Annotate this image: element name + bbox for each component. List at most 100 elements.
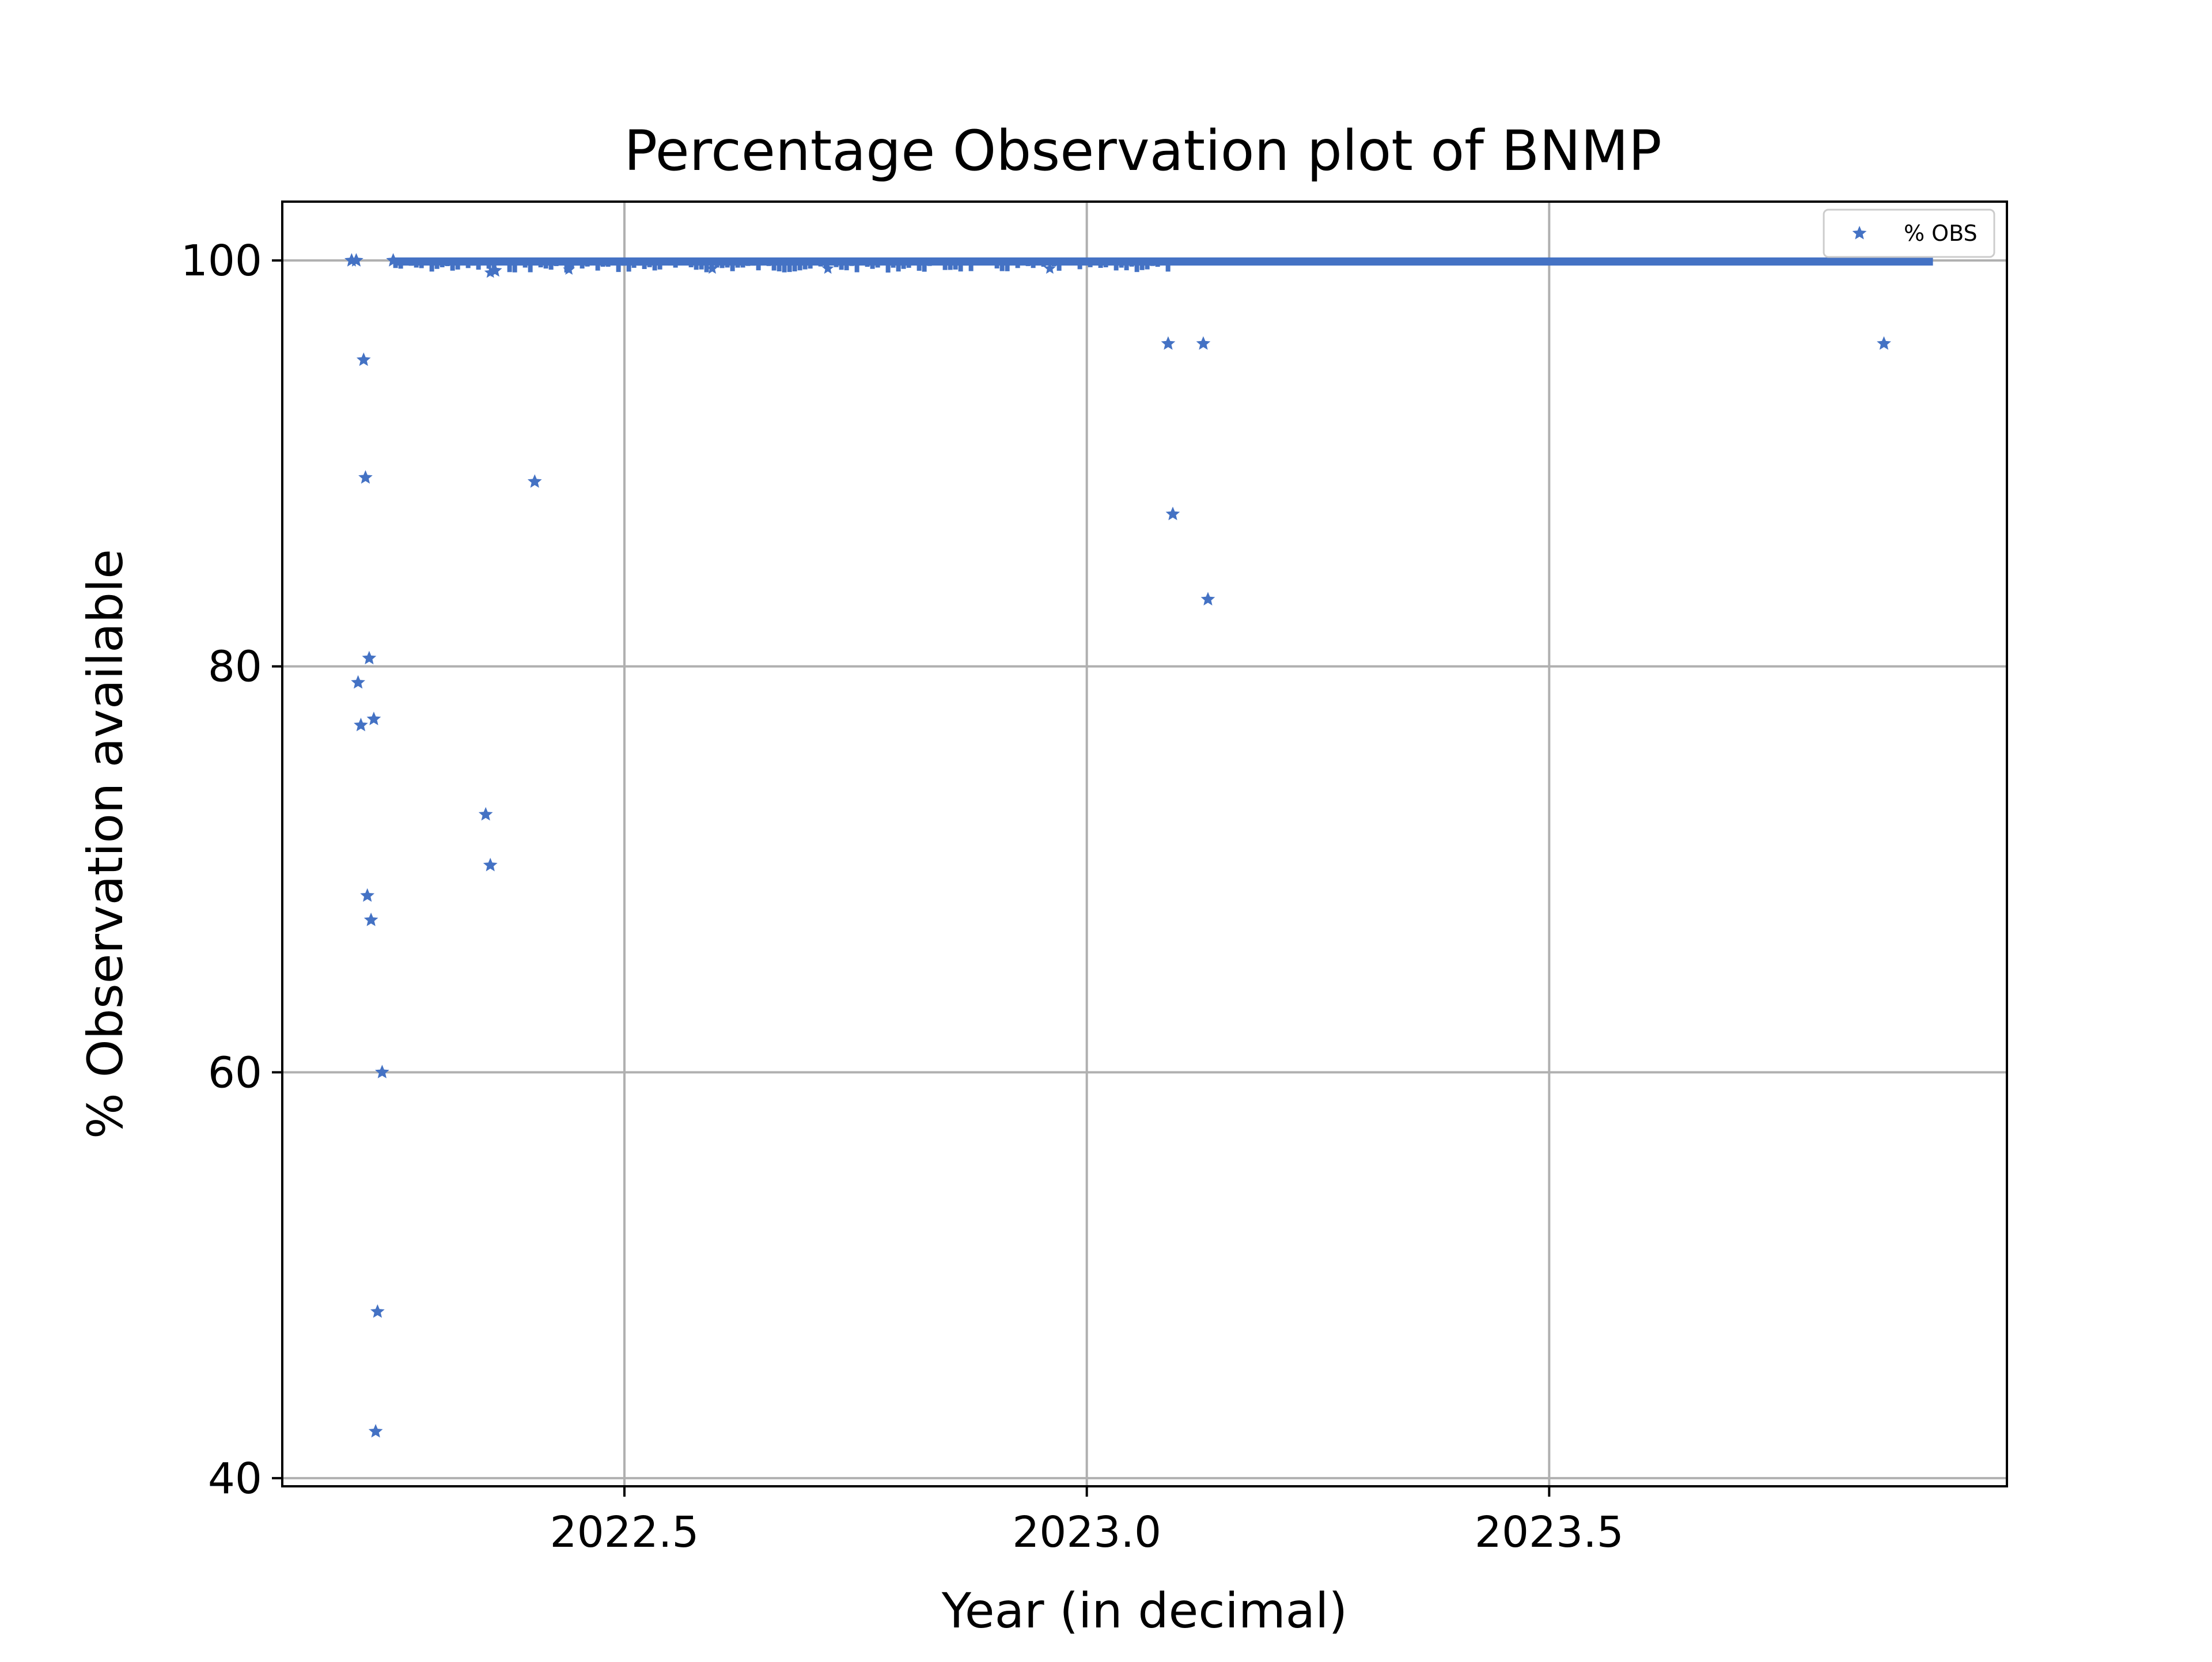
- dense-band-tick: [896, 259, 901, 272]
- dense-band-tick: [611, 259, 616, 264]
- dense-data-band: [393, 257, 1933, 278]
- dense-band-tick: [1082, 259, 1088, 264]
- dense-band-tick: [937, 259, 942, 265]
- dense-band-tick: [932, 259, 937, 264]
- dense-band-tick: [408, 259, 414, 266]
- dense-band-tick: [554, 259, 559, 266]
- dense-band-tick: [1113, 259, 1119, 271]
- legend-box: [1823, 209, 1995, 258]
- dense-band-tick: [1056, 259, 1062, 271]
- dense-band-tick: [797, 259, 802, 271]
- dense-band-tick: [844, 259, 849, 271]
- y-axis-ticks: 40 60 80 100: [181, 236, 282, 1504]
- dense-band-tick: [579, 259, 585, 269]
- dense-band-tick: [673, 259, 678, 268]
- dense-band-tick: [522, 259, 528, 268]
- dense-band-tick: [1093, 259, 1098, 265]
- y-tick-label: 40: [208, 1454, 262, 1504]
- dense-band-tick: [538, 259, 543, 268]
- dense-band-tick: [1176, 259, 1181, 264]
- x-axis-label: Year (in decimal): [941, 1583, 1348, 1639]
- data-point: [1196, 336, 1211, 350]
- dense-band-tick: [1031, 259, 1036, 268]
- dense-band-tick: [953, 259, 958, 270]
- dense-band-tick: [974, 259, 979, 266]
- dense-band-tick: [419, 259, 424, 268]
- dense-band-tick: [585, 259, 590, 267]
- dense-band-tick: [1134, 259, 1139, 272]
- dense-band-tick: [507, 259, 512, 272]
- dense-band-tick: [455, 259, 460, 270]
- dense-band-tick: [834, 259, 839, 267]
- data-points: [344, 253, 1891, 1438]
- dense-band-tick: [559, 259, 564, 266]
- dense-band-tick: [745, 259, 751, 266]
- dense-band-tick: [1165, 259, 1171, 272]
- dense-band-tick: [875, 259, 880, 268]
- dense-band-tick: [621, 259, 626, 266]
- dense-band-tick: [994, 259, 999, 268]
- dense-band-tick: [574, 259, 579, 266]
- legend-star-marker: [1852, 226, 1867, 240]
- dense-band-tick: [880, 259, 885, 264]
- y-tick-label: 80: [208, 642, 262, 692]
- dense-band-tick: [1155, 259, 1160, 267]
- dense-band-tick: [476, 259, 481, 270]
- dense-band-tick: [605, 259, 611, 267]
- dense-band-tick: [668, 259, 673, 266]
- dense-band-tick: [916, 259, 922, 271]
- chart-title: Percentage Observation plot of BNMP: [624, 119, 1662, 183]
- dense-band-tick: [1103, 259, 1108, 268]
- dense-band-tick: [429, 259, 434, 272]
- dense-band-tick: [450, 259, 455, 271]
- dense-band-tick: [766, 259, 771, 266]
- dense-band-tick: [777, 259, 782, 272]
- dense-band-tick: [813, 259, 818, 264]
- dense-band-tick: [471, 259, 476, 266]
- dense-band-tick: [600, 259, 605, 267]
- dense-band-tick: [948, 259, 953, 270]
- dense-band-tick: [688, 259, 694, 267]
- x-tick-label: 2023.0: [1012, 1508, 1161, 1557]
- dense-band-tick: [865, 259, 870, 267]
- legend-label: % OBS: [1904, 221, 1978, 246]
- dense-band-tick: [533, 259, 538, 266]
- dense-band-tick: [859, 259, 865, 264]
- data-point: [821, 262, 834, 274]
- dense-band-tick: [694, 259, 699, 270]
- dense-band-tick: [1036, 259, 1041, 264]
- dense-band-tick: [1015, 259, 1020, 268]
- data-point: [1044, 262, 1056, 274]
- dense-band-tick: [1108, 259, 1113, 264]
- dense-band-tick: [1025, 259, 1031, 266]
- dense-band-tick: [1010, 259, 1015, 265]
- dense-band-tick: [1067, 259, 1072, 266]
- dense-band-tick: [885, 259, 891, 273]
- dense-band-tick: [1062, 259, 1067, 265]
- dense-band-tick: [543, 259, 548, 269]
- y-axis-label: % Observation available: [77, 549, 134, 1139]
- data-point: [487, 263, 502, 277]
- dense-band-tick: [465, 259, 471, 268]
- data-point: [1877, 336, 1891, 350]
- dense-band-tick: [979, 259, 984, 264]
- dense-band-tick: [1077, 259, 1082, 270]
- dense-band-tick: [901, 259, 906, 269]
- dense-band-tick: [999, 259, 1005, 271]
- dense-band-tick: [771, 259, 777, 271]
- dense-band-tick: [787, 259, 792, 272]
- dense-band-tick: [922, 259, 927, 272]
- dense-band-tick: [1005, 259, 1010, 271]
- dense-band-tick: [445, 259, 450, 266]
- data-point: [563, 263, 575, 275]
- dense-band-tick: [984, 259, 989, 264]
- data-point: [354, 717, 368, 732]
- dense-band-tick: [968, 259, 974, 271]
- dense-band-tick: [548, 259, 554, 270]
- dense-band-tick: [657, 259, 662, 270]
- dense-band-tick: [761, 259, 766, 265]
- dense-band-tick: [1119, 259, 1124, 268]
- dense-band-tick: [460, 259, 465, 264]
